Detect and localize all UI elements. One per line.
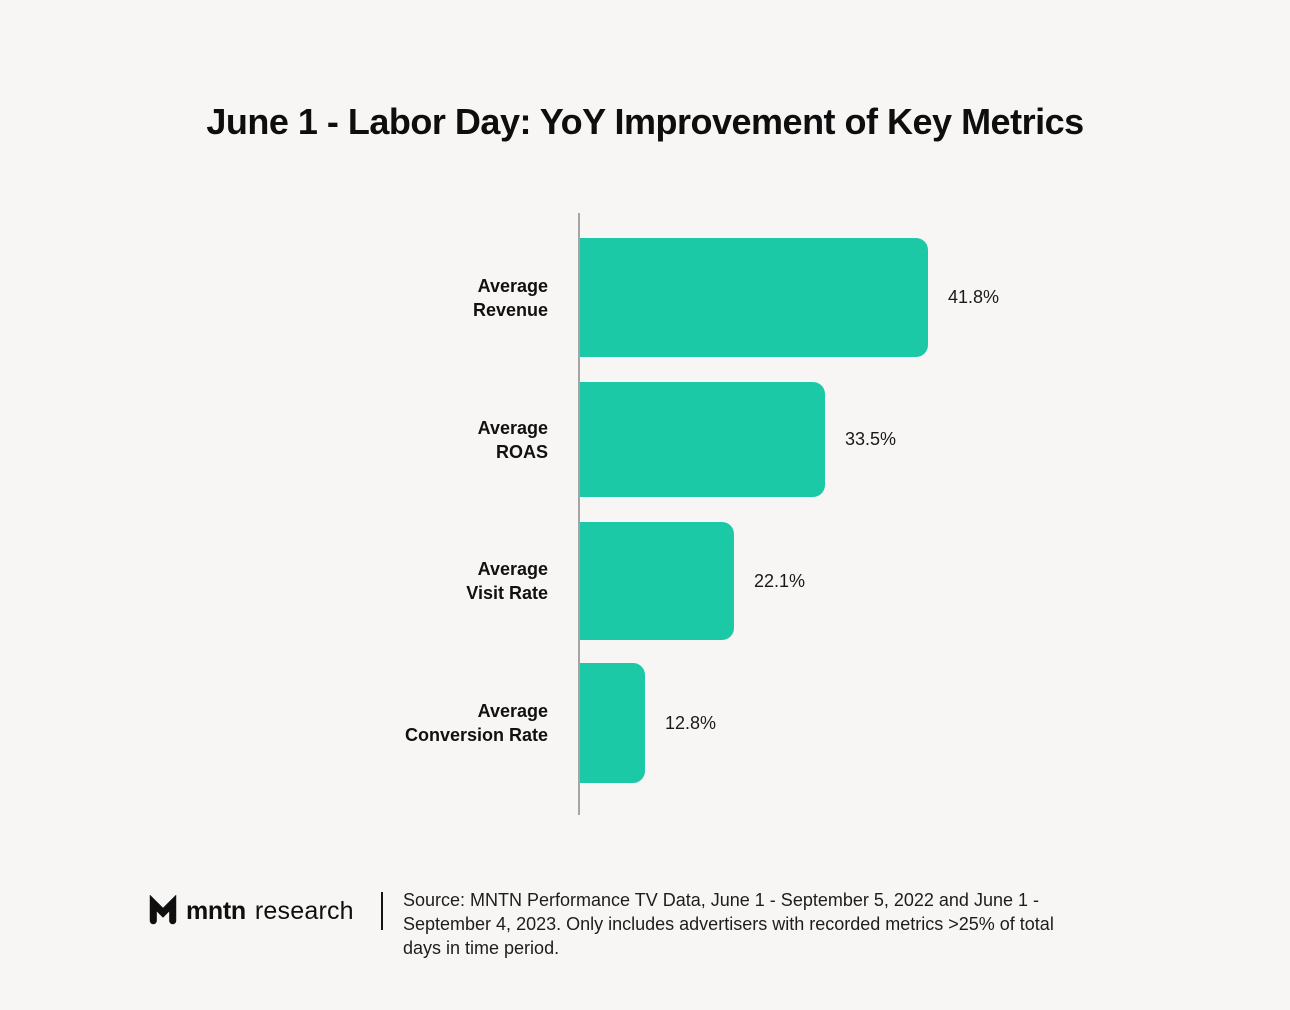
value-label: 12.8% xyxy=(665,712,717,733)
page-title: June 1 - Labor Day: YoY Improvement of K… xyxy=(206,101,1084,142)
source-text: Source: MNTN Performance TV Data, June 1… xyxy=(403,890,1054,958)
bar-average-visit-rate xyxy=(580,522,734,640)
category-label: Average ROAS xyxy=(477,417,548,462)
bar-row: Average Conversion Rate 12.8% xyxy=(0,663,1290,783)
bar-average-revenue xyxy=(580,238,928,357)
value-label: 41.8% xyxy=(948,287,1000,307)
mntn-research-logo: mntn research xyxy=(148,893,354,929)
bar-row: Average Revenue 41.8% xyxy=(0,238,1290,357)
bar-row: Average ROAS 33.5% xyxy=(0,382,1290,497)
bar-average-conversion-rate xyxy=(580,663,645,783)
logo-text-research: research xyxy=(254,896,354,925)
value-label: 22.1% xyxy=(754,570,806,591)
bar-average-roas xyxy=(580,382,825,497)
category-label: Average Conversion Rate xyxy=(404,701,548,745)
logo-text-mntn: mntn xyxy=(186,896,246,925)
value-label: 33.5% xyxy=(845,429,897,449)
category-label: Average Revenue xyxy=(472,275,548,320)
category-label: Average Visit Rate xyxy=(466,559,548,603)
y-axis-line xyxy=(578,213,580,815)
bar-row: Average Visit Rate 22.1% xyxy=(0,522,1290,640)
mntn-m-icon xyxy=(148,895,178,927)
footer-divider xyxy=(381,892,383,930)
